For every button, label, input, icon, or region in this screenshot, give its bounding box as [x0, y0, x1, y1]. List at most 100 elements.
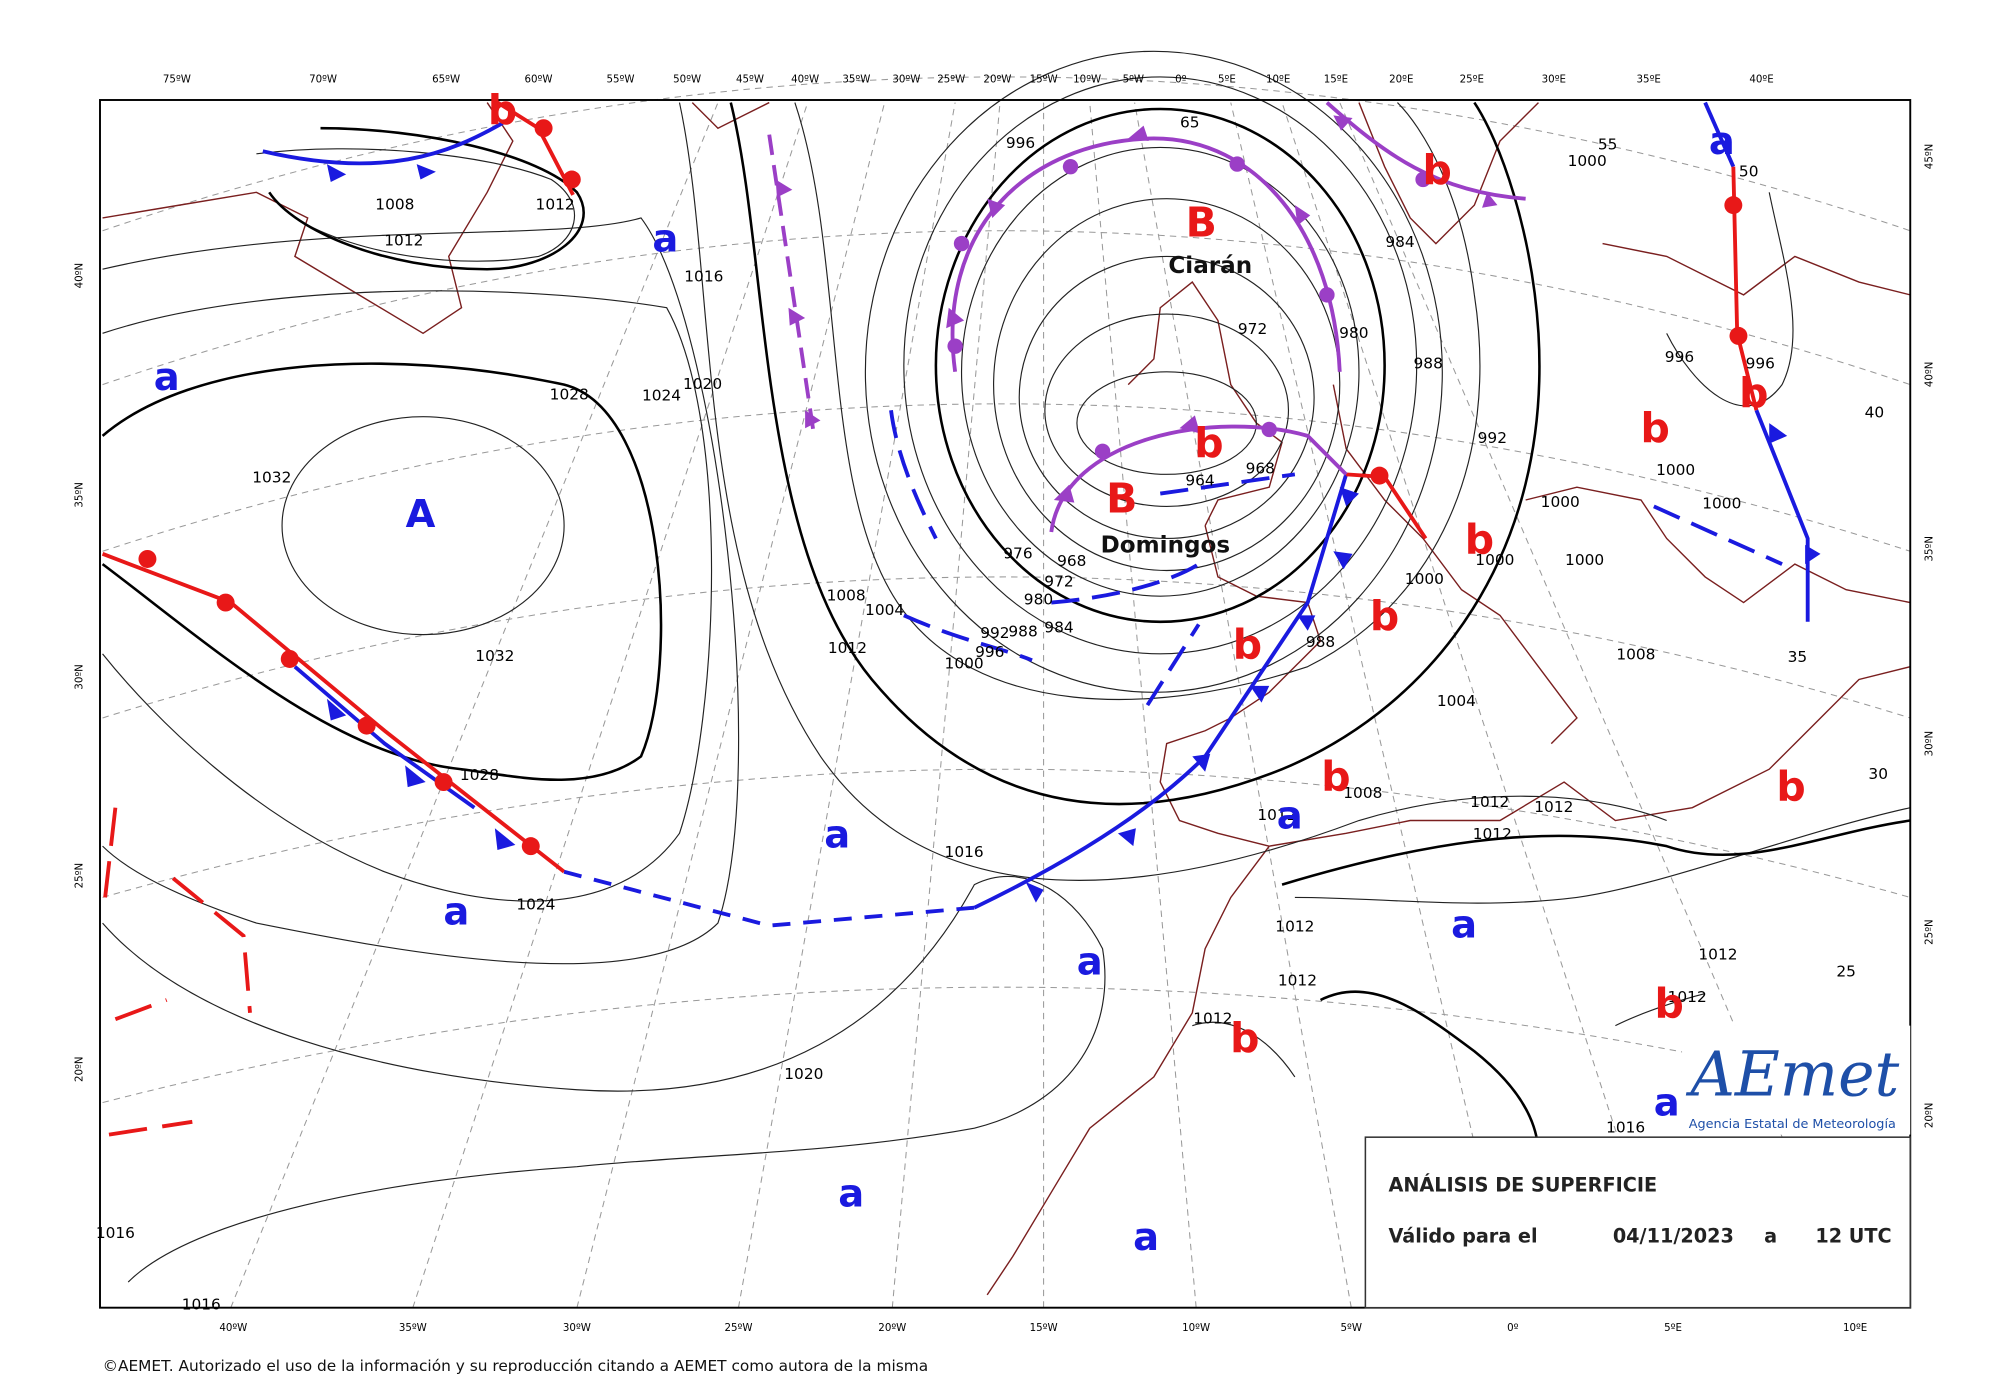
isobar-label: 972 — [1238, 320, 1267, 338]
cold-front — [1754, 409, 1810, 622]
isobar-label: 1020 — [683, 375, 722, 393]
longitude-label: 60ºW — [524, 73, 552, 85]
low-marker: b — [1465, 515, 1494, 563]
isobar-label: 1012 — [1698, 946, 1737, 964]
isobar-label: 968 — [1057, 552, 1086, 570]
isobar-label: 1012 — [828, 639, 867, 657]
isobar-label: 1016 — [182, 1296, 221, 1314]
low-marker: b — [1739, 369, 1768, 417]
latitude-label: 30ºN — [1923, 731, 1935, 757]
isobar-label: 1000 — [1568, 152, 1607, 170]
isobar-label: 1020 — [784, 1065, 823, 1083]
isobar-label: 55 — [1598, 135, 1618, 153]
coastline — [102, 101, 1911, 1296]
isobar-label: 1012 — [1278, 971, 1317, 989]
latitude-label: 20ºN — [73, 1056, 85, 1082]
longitude-label: 30ºW — [563, 1322, 591, 1334]
isobar-label: 1000 — [945, 655, 984, 673]
isobar-label: 988 — [1414, 355, 1443, 373]
isobar-label: 50 — [1739, 162, 1759, 180]
latitude-label: 25ºN — [1923, 919, 1935, 945]
high-marker: a — [1077, 940, 1103, 985]
isobar-label: 1028 — [550, 385, 589, 403]
valid-label: Válido para el — [1388, 1225, 1537, 1248]
longitude-label: 75ºW — [163, 73, 191, 85]
high-marker: a — [1709, 119, 1735, 164]
longitude-label: 10ºW — [1073, 73, 1101, 85]
latitude-label: 45ºN — [1923, 144, 1935, 170]
stationary-front — [101, 552, 566, 874]
copyright: ©AEMET. Autorizado el uso de la informac… — [103, 1357, 929, 1375]
logo-background — [1682, 1025, 1911, 1135]
graticule — [102, 76, 1911, 1308]
isobar-label: 40 — [1865, 403, 1885, 421]
isobar-label: 964 — [1185, 471, 1214, 489]
low-marker: b — [1776, 763, 1805, 811]
low-marker: b — [1370, 592, 1399, 640]
isobar-label: 1004 — [865, 601, 904, 619]
isobar-label: 1000 — [1656, 461, 1695, 479]
isobar-label: 984 — [1385, 233, 1414, 251]
isobar-label: 30 — [1868, 765, 1888, 783]
isobar-label: 984 — [1044, 619, 1073, 637]
longitude-label: 40ºW — [791, 73, 819, 85]
latitude-label: 40ºN — [73, 263, 85, 289]
isobar-label: 1008 — [1343, 784, 1382, 802]
map-layers: ANÁLISIS DE SUPERFICIE Válido para el 04… — [99, 50, 1912, 1375]
isobar-label: 1008 — [1616, 646, 1655, 664]
isobar-label: 1032 — [475, 647, 514, 665]
isobar-label: 1012 — [536, 196, 575, 214]
longitude-label: 30ºW — [892, 73, 920, 85]
isobar-label: 1016 — [96, 1224, 135, 1242]
low-marker: b — [488, 86, 517, 134]
longitude-label: 50ºW — [673, 73, 701, 85]
isobar-label: 1004 — [1437, 692, 1476, 710]
longitude-label: 5ºE — [1664, 1322, 1682, 1334]
longitude-label: 10ºW — [1182, 1322, 1210, 1334]
isobar-label: 992 — [1478, 429, 1507, 447]
longitude-label: 5ºW — [1341, 1322, 1363, 1334]
isobar-label: 996 — [1006, 134, 1035, 152]
high-marker: a — [838, 1172, 864, 1217]
isobar-label: 1012 — [1275, 917, 1314, 935]
longitude-label: 5ºE — [1218, 73, 1236, 85]
longitude-label: 25ºW — [937, 73, 965, 85]
dissipating-front — [563, 869, 975, 928]
latitude-label: 30ºN — [73, 664, 85, 690]
isobar-label: 1016 — [684, 267, 723, 285]
longitude-label: 35ºW — [399, 1322, 427, 1334]
isobar-label: 1012 — [1668, 988, 1707, 1006]
front-symbols — [138, 115, 1821, 903]
isobar-label: 988 — [1008, 623, 1037, 641]
info-box — [1364, 1136, 1912, 1309]
low-marker: b — [1194, 419, 1223, 467]
latitude-label: 40ºN — [1923, 362, 1935, 388]
isobar-label: 996 — [975, 643, 1004, 661]
longitude-label: 35ºW — [842, 73, 870, 85]
high-marker: a — [1277, 793, 1303, 838]
isobar-label: 976 — [1003, 544, 1032, 562]
longitude-label: 55ºW — [607, 73, 635, 85]
high-marker: a — [652, 217, 678, 262]
longitude-label: 0º — [1175, 73, 1187, 85]
longitude-label: 15ºW — [1030, 73, 1058, 85]
valid-at: a — [1764, 1225, 1777, 1248]
low-marker: b — [1233, 620, 1262, 668]
high-marker: a — [1451, 902, 1477, 947]
longitude-label: 45ºW — [736, 73, 764, 85]
longitude-label: 20ºW — [983, 73, 1011, 85]
longitude-label: 15ºE — [1324, 73, 1348, 85]
longitude-label: 10ºE — [1843, 1322, 1867, 1334]
logo: AEmet — [1685, 1039, 1899, 1111]
isobar-label: 1016 — [1606, 1119, 1645, 1137]
latitude-label: 25ºN — [73, 863, 85, 889]
high-marker: a — [1133, 1215, 1159, 1260]
isobar-label: 1008 — [375, 196, 414, 214]
latitude-label: 35ºN — [73, 482, 85, 508]
isobar-label: 1000 — [1565, 551, 1604, 569]
high-center: A — [406, 492, 436, 537]
high-marker: a — [443, 890, 469, 935]
occluded-front — [950, 136, 1342, 373]
high-marker: a — [154, 355, 180, 400]
